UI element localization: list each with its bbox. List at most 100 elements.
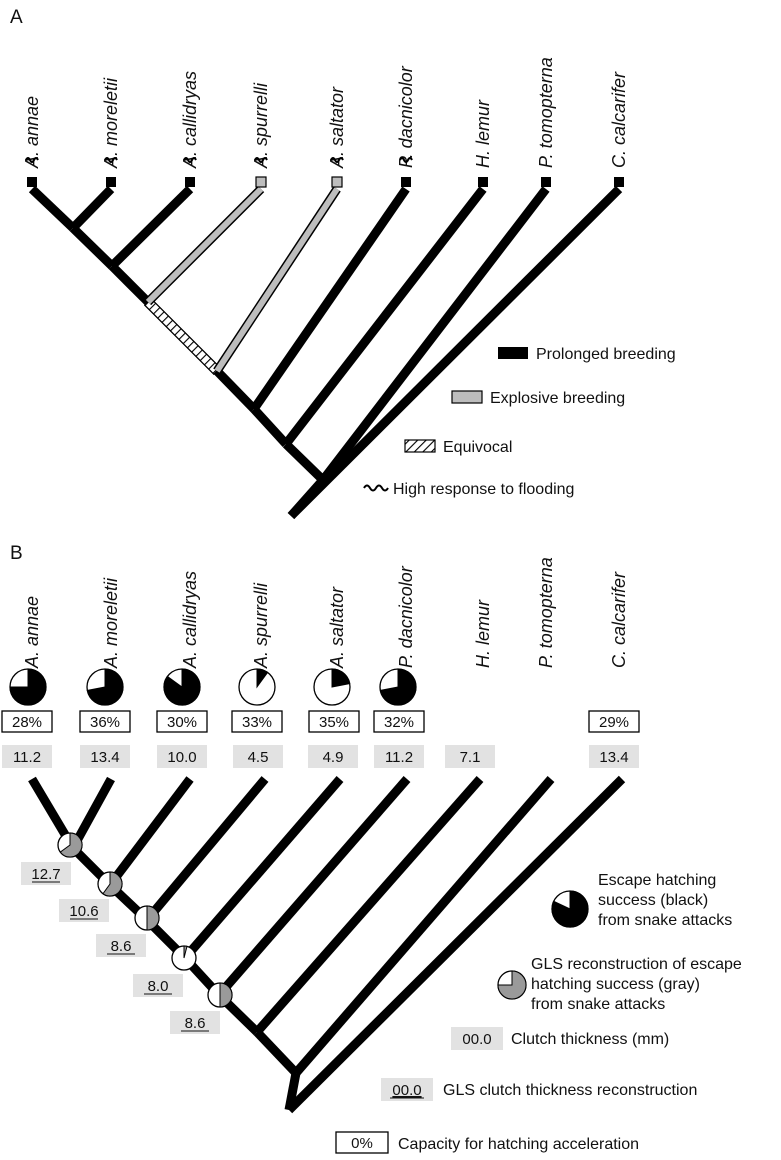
escape-pie <box>313 668 351 706</box>
gls-clutch-value: 10.6 <box>69 903 98 920</box>
capacity-value: 36% <box>90 714 120 731</box>
legend-clutch-label: Clutch thickness (mm) <box>511 1031 669 1048</box>
clutch-value: 13.4 <box>90 749 119 766</box>
capacity-value: 30% <box>167 714 197 731</box>
taxon-label-a: A. callidryas <box>180 71 200 169</box>
panel-b-label: B <box>10 543 23 564</box>
capacity-value: 33% <box>242 714 272 731</box>
branch-backbone <box>282 440 327 484</box>
tip-state-prolonged <box>27 177 37 187</box>
gls-clutch-value: 8.6 <box>185 1015 206 1032</box>
flooding-wave-icon <box>330 157 344 163</box>
panel-b-taxon-labels: A. annae A. moreletii A. callidryas A. spur… <box>22 557 629 669</box>
branch-tip <box>319 186 550 483</box>
clutch-value: 4.9 <box>323 749 344 766</box>
prolonged-swatch <box>498 347 528 359</box>
gls-node-pie <box>171 945 197 971</box>
panel-b-capacity-boxes: 28% 36% 30% 33% 35% 32% 29% <box>1 710 640 733</box>
taxon-label-a: P. dacnicolor <box>396 65 416 168</box>
clutch-box <box>233 745 283 768</box>
legend-equivocal-label: Equivocal <box>443 439 512 456</box>
flooding-wave-icon <box>399 157 413 163</box>
escape-pie <box>163 668 201 706</box>
clutch-box <box>374 745 424 768</box>
clutch-value: 11.2 <box>385 749 413 766</box>
branch-tip <box>250 186 410 412</box>
panel-b-clutch-values: 11.2 13.4 10.0 4.5 4.9 11.2 7.1 13.4 <box>2 745 639 768</box>
legend-gls-clutch-sample: 00.0 <box>392 1082 421 1099</box>
capacity-box <box>1 710 53 733</box>
gls-node-pie <box>57 832 83 858</box>
gls-node-pie <box>207 982 233 1008</box>
escape-pie <box>238 668 276 706</box>
capacity-box <box>373 710 425 733</box>
capacity-value: 28% <box>12 714 42 731</box>
taxon-label-b: C. calcarifer <box>609 571 629 668</box>
taxon-label-a: P. tomopterna <box>536 57 556 168</box>
tip-state-prolonged <box>185 177 195 187</box>
flooding-wave-icon <box>363 484 389 492</box>
branch-tip <box>253 776 484 1035</box>
branch-tip <box>285 775 626 1114</box>
taxon-label-b: P. dacnicolor <box>396 565 416 668</box>
clutch-box <box>308 745 358 768</box>
clutch-box <box>445 745 495 768</box>
taxon-label-b: A. annae <box>22 596 42 669</box>
clutch-value: 13.4 <box>599 749 628 766</box>
panel-a-label: A <box>10 7 23 28</box>
gls-pie-legend <box>497 970 527 1000</box>
gls-node-pie <box>97 871 123 897</box>
panel-b-escape-pies <box>9 668 417 706</box>
branch-tip <box>215 776 411 998</box>
legend-flooding-label: High response to flooding <box>393 481 574 498</box>
gls-clutch-value: 8.0 <box>148 978 169 995</box>
taxon-label-a: A. saltator <box>327 86 347 169</box>
taxon-label-b: A. moreletii <box>101 577 121 669</box>
branch-tip-explosive <box>144 185 265 306</box>
gls-clutch-value: 8.6 <box>111 938 132 955</box>
gls-clutch-box <box>133 974 183 997</box>
escape-pie <box>379 668 417 706</box>
panel-a-flooding-markers <box>25 157 413 163</box>
legend-capacity-sample: 0% <box>351 1135 373 1152</box>
legend-escape-line2: success (black) <box>598 892 708 909</box>
branch-tip <box>106 776 194 888</box>
escape-pie-legend-icon <box>551 890 589 928</box>
flooding-wave-icon <box>25 157 39 163</box>
escape-pie <box>86 668 124 706</box>
clutch-box <box>157 745 207 768</box>
branch-backbone <box>253 1028 300 1077</box>
legend-prolonged-label: Prolonged breeding <box>536 346 676 363</box>
taxon-label-a: A. spurrelli <box>251 82 271 169</box>
taxon-label-a: A. annae <box>22 96 42 169</box>
clutch-value: 4.5 <box>248 749 269 766</box>
capacity-box <box>308 710 360 733</box>
tip-state-explosive <box>331 176 343 188</box>
capacity-value: 35% <box>319 714 349 731</box>
escape-pie <box>9 668 47 706</box>
clutch-box <box>589 745 639 768</box>
taxon-label-b: H. lemur <box>473 599 493 668</box>
branch-tip-explosive <box>213 186 341 374</box>
panel-a-tip-states <box>27 176 624 188</box>
branch-tip <box>292 776 555 1076</box>
gls-pie-legend-icon <box>497 970 527 1000</box>
taxon-label-a: H. lemur <box>473 99 493 168</box>
clutch-legend-swatch <box>451 1027 503 1050</box>
capacity-legend-swatch <box>335 1131 389 1154</box>
capacity-value: 32% <box>384 714 414 731</box>
gls-node-pie <box>134 905 160 931</box>
gls-clutch-box <box>170 1011 220 1034</box>
taxon-label-b: A. callidryas <box>180 571 200 669</box>
capacity-value: 29% <box>599 714 629 731</box>
panel-b-legend: Escape hatching success (black) from sna… <box>335 872 742 1154</box>
gls-clutch-legend-swatch <box>381 1078 433 1101</box>
tip-state-explosive <box>255 176 267 188</box>
branch-backbone <box>108 262 152 306</box>
taxon-label-b: A. saltator <box>327 586 347 669</box>
flooding-wave-icon <box>104 157 118 163</box>
taxon-label-b: A. spurrelli <box>251 582 271 669</box>
clutch-value: 11.2 <box>13 749 41 766</box>
flooding-wave-icon <box>183 157 197 163</box>
